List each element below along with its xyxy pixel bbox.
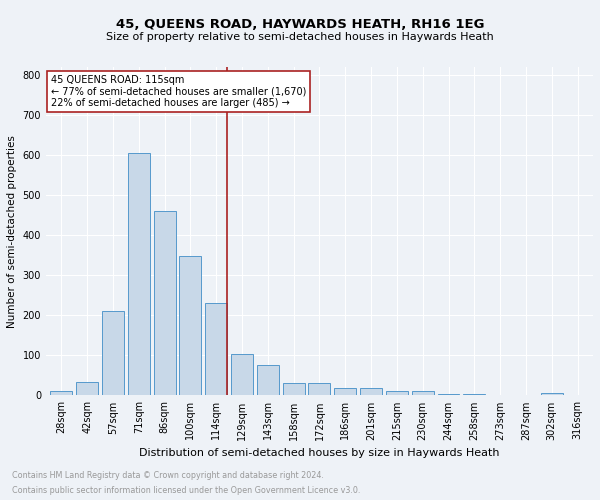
Bar [257,366,279,396]
Bar [308,384,331,396]
Text: Contains public sector information licensed under the Open Government Licence v3: Contains public sector information licen… [12,486,361,495]
Text: Contains HM Land Registry data © Crown copyright and database right 2024.: Contains HM Land Registry data © Crown c… [12,471,324,480]
Bar [489,394,511,396]
X-axis label: Distribution of semi-detached houses by size in Haywards Heath: Distribution of semi-detached houses by … [139,448,500,458]
Bar [437,394,460,396]
Bar [283,384,305,396]
Bar [102,312,124,396]
Bar [76,382,98,396]
Bar [205,304,227,396]
Bar [50,392,73,396]
Bar [154,211,176,396]
Y-axis label: Number of semi-detached properties: Number of semi-detached properties [7,135,17,328]
Text: 45, QUEENS ROAD, HAYWARDS HEATH, RH16 1EG: 45, QUEENS ROAD, HAYWARDS HEATH, RH16 1E… [116,18,484,30]
Bar [412,392,434,396]
Text: 45 QUEENS ROAD: 115sqm
← 77% of semi-detached houses are smaller (1,670)
22% of : 45 QUEENS ROAD: 115sqm ← 77% of semi-det… [51,75,307,108]
Bar [179,256,202,396]
Bar [463,394,485,396]
Bar [334,388,356,396]
Bar [541,392,563,396]
Bar [386,392,408,396]
Bar [515,394,537,396]
Bar [360,388,382,396]
Bar [128,153,150,396]
Text: Size of property relative to semi-detached houses in Haywards Heath: Size of property relative to semi-detach… [106,32,494,42]
Bar [566,394,589,396]
Bar [231,354,253,396]
